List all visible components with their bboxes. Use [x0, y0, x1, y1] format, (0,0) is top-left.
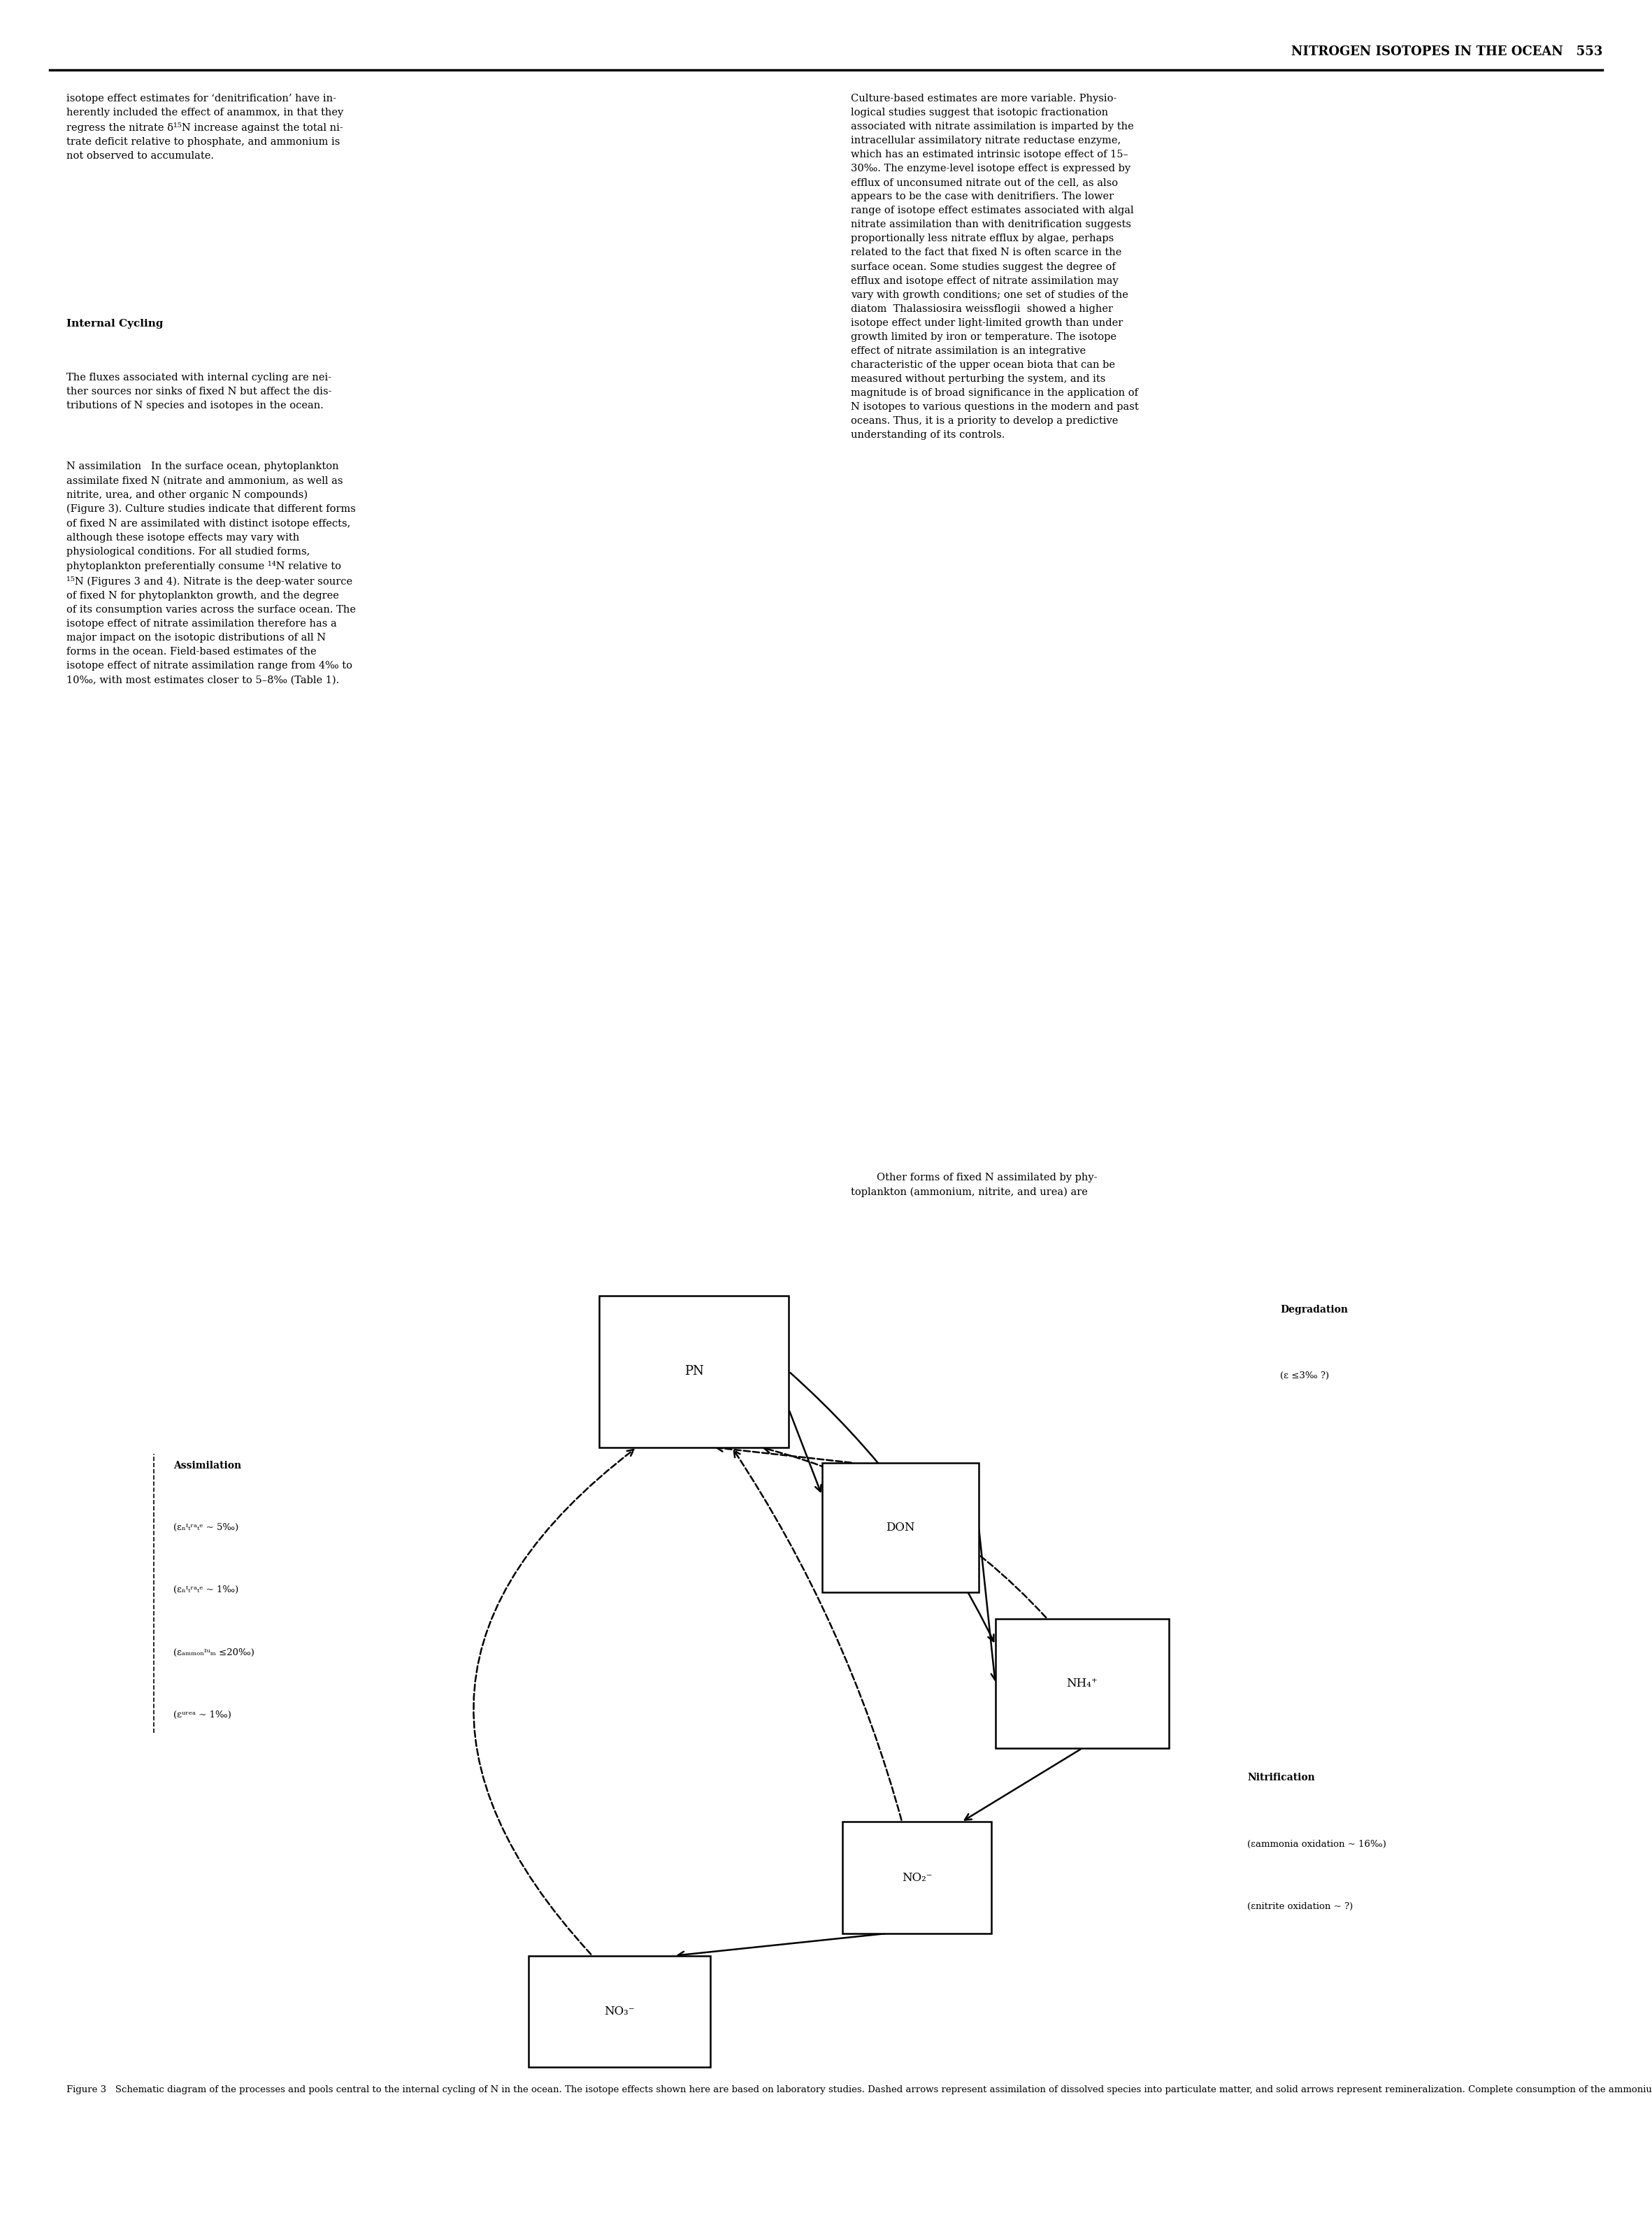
- FancyArrowPatch shape: [733, 1450, 902, 1820]
- Text: NITROGEN ISOTOPES IN THE OCEAN   553: NITROGEN ISOTOPES IN THE OCEAN 553: [1292, 45, 1602, 58]
- Text: (εₐₘₘₒₙᴵᵘₘ ≤20‰): (εₐₘₘₒₙᴵᵘₘ ≤20‰): [173, 1648, 254, 1657]
- Text: NO₂⁻: NO₂⁻: [902, 1871, 932, 1884]
- FancyArrowPatch shape: [717, 1445, 851, 1463]
- Text: The fluxes associated with internal cycling are nei-
ther sources nor sinks of f: The fluxes associated with internal cycl…: [66, 372, 332, 410]
- Text: Degradation: Degradation: [1280, 1305, 1348, 1313]
- Text: (ε ≤3‰ ?): (ε ≤3‰ ?): [1280, 1371, 1330, 1380]
- Bar: [529, 1956, 710, 2067]
- Bar: [598, 1296, 790, 1447]
- Text: Culture-based estimates are more variable. Physio-
logical studies suggest that : Culture-based estimates are more variabl…: [851, 94, 1138, 439]
- Bar: [995, 1619, 1170, 1748]
- Text: (εₙᴵₜʳᵃₜᵉ ~ 1‰): (εₙᴵₜʳᵃₜᵉ ~ 1‰): [173, 1586, 238, 1594]
- FancyArrowPatch shape: [765, 1447, 1046, 1617]
- Bar: [823, 1463, 978, 1592]
- Text: (εₙᴵₜʳᵃₜᵉ ~ 5‰): (εₙᴵₜʳᵃₜᵉ ~ 5‰): [173, 1523, 238, 1532]
- Text: Figure 3   Schematic diagram of the processes and pools central to the internal : Figure 3 Schematic diagram of the proces…: [66, 2085, 1652, 2094]
- Text: (εammonia oxidation ~ 16‰): (εammonia oxidation ~ 16‰): [1247, 1840, 1386, 1849]
- Text: (εnitrite oxidation ~ ?): (εnitrite oxidation ~ ?): [1247, 1902, 1353, 1911]
- Text: NH₄⁺: NH₄⁺: [1067, 1677, 1097, 1690]
- Text: Other forms of fixed N assimilated by phy-
toplankton (ammonium, nitrite, and ur: Other forms of fixed N assimilated by ph…: [851, 1173, 1097, 1198]
- Text: DON: DON: [885, 1521, 915, 1534]
- Text: Nitrification: Nitrification: [1247, 1773, 1315, 1782]
- Text: PN: PN: [684, 1365, 704, 1378]
- FancyArrowPatch shape: [474, 1450, 634, 1953]
- Text: N assimilation   In the surface ocean, phytoplankton
assimilate fixed N (nitrate: N assimilation In the surface ocean, phy…: [66, 462, 355, 685]
- Text: NO₃⁻: NO₃⁻: [605, 2005, 634, 2018]
- Text: isotope effect estimates for ‘denitrification’ have in-
herently included the ef: isotope effect estimates for ‘denitrific…: [66, 94, 344, 161]
- Text: (εᵘʳᵉᵃ ~ 1‰): (εᵘʳᵉᵃ ~ 1‰): [173, 1710, 231, 1719]
- Bar: [843, 1822, 991, 1933]
- Text: Assimilation: Assimilation: [173, 1461, 241, 1470]
- Text: Internal Cycling: Internal Cycling: [66, 319, 164, 328]
